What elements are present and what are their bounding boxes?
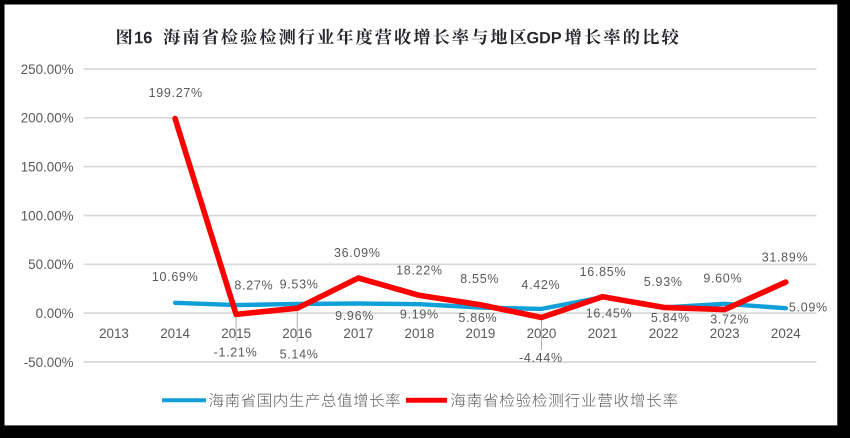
- svg-text:36.09%: 36.09%: [334, 246, 381, 260]
- svg-text:250.00%: 250.00%: [21, 62, 74, 77]
- svg-text:9.53%: 9.53%: [280, 278, 319, 292]
- svg-text:9.96%: 9.96%: [335, 309, 374, 323]
- svg-text:9.60%: 9.60%: [703, 272, 742, 286]
- svg-text:5.09%: 5.09%: [789, 301, 828, 315]
- svg-text:5.84%: 5.84%: [651, 311, 690, 325]
- svg-text:2017: 2017: [343, 326, 373, 341]
- svg-text:2020: 2020: [527, 326, 557, 341]
- svg-text:-50.00%: -50.00%: [24, 355, 74, 370]
- svg-text:2018: 2018: [405, 326, 435, 341]
- svg-text:10.69%: 10.69%: [152, 270, 199, 284]
- svg-text:8.27%: 8.27%: [234, 278, 273, 292]
- svg-text:9.19%: 9.19%: [400, 307, 439, 321]
- svg-text:2013: 2013: [99, 326, 129, 341]
- svg-text:2023: 2023: [710, 326, 740, 341]
- svg-text:2024: 2024: [771, 326, 801, 341]
- svg-text:100.00%: 100.00%: [21, 208, 74, 223]
- svg-text:16.85%: 16.85%: [580, 265, 627, 279]
- svg-text:-1.21%: -1.21%: [214, 346, 258, 360]
- svg-text:2021: 2021: [588, 326, 618, 341]
- svg-text:2022: 2022: [649, 326, 679, 341]
- svg-text:8.55%: 8.55%: [460, 272, 499, 286]
- svg-text:2016: 2016: [282, 326, 312, 341]
- svg-text:50.00%: 50.00%: [28, 257, 74, 272]
- svg-text:18.22%: 18.22%: [396, 264, 443, 278]
- svg-text:3.72%: 3.72%: [710, 312, 749, 326]
- svg-text:5.93%: 5.93%: [644, 275, 683, 289]
- svg-text:16.45%: 16.45%: [586, 307, 633, 321]
- svg-text:31.89%: 31.89%: [762, 251, 809, 265]
- svg-text:4.42%: 4.42%: [521, 278, 560, 292]
- svg-text:2014: 2014: [160, 326, 190, 341]
- svg-text:200.00%: 200.00%: [21, 111, 74, 126]
- svg-text:2019: 2019: [466, 326, 496, 341]
- svg-text:0.00%: 0.00%: [36, 306, 74, 321]
- svg-text:5.86%: 5.86%: [458, 311, 497, 325]
- svg-text:-4.44%: -4.44%: [519, 351, 563, 365]
- svg-text:2015: 2015: [221, 326, 251, 341]
- svg-text:5.14%: 5.14%: [280, 348, 319, 362]
- svg-text:199.27%: 199.27%: [149, 86, 203, 100]
- svg-text:150.00%: 150.00%: [21, 160, 74, 175]
